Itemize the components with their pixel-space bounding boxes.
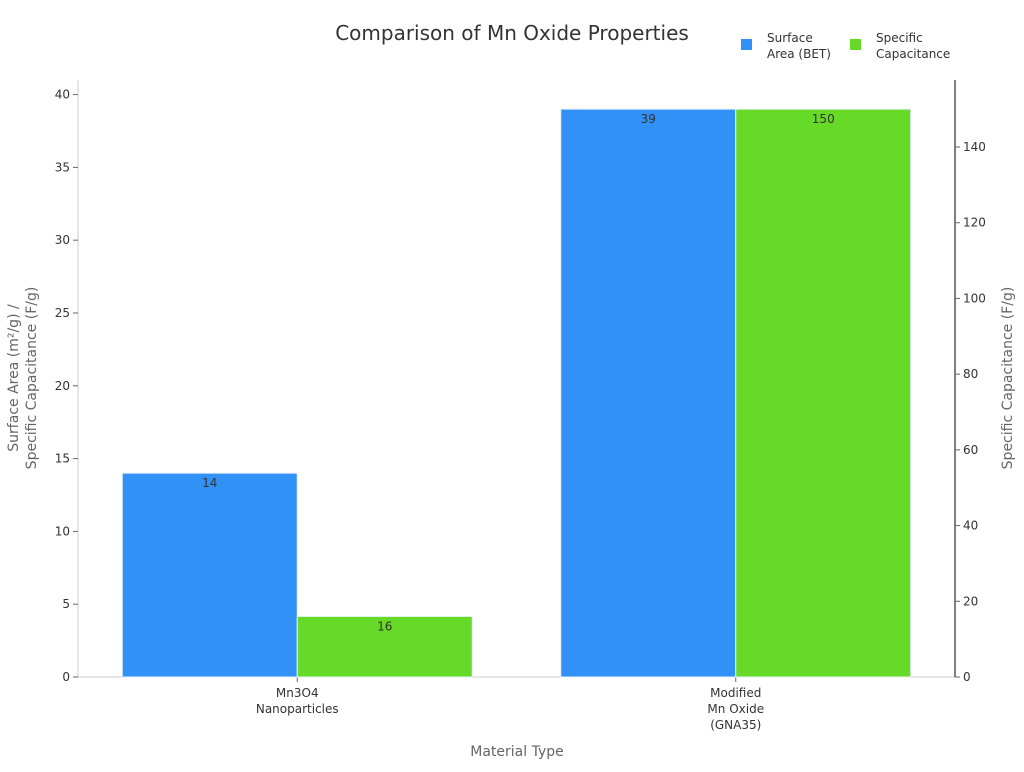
right-tick-label: 0: [963, 670, 971, 684]
right-axis-label: Specific Capacitance (F/g): [1000, 287, 1016, 470]
left-tick-label: 20: [55, 379, 70, 393]
bar-surface-area: [121, 472, 298, 678]
left-tick-label: 5: [62, 597, 70, 611]
right-tick-label: 40: [963, 519, 978, 533]
right-tick-label: 60: [963, 443, 978, 457]
right-tick-label: 20: [963, 594, 978, 608]
left-tick-label: 0: [62, 670, 70, 684]
left-tick-label: 25: [55, 306, 70, 320]
legend-label: Surface: [767, 31, 813, 45]
left-axis-label: Specific Capacitance (F/g): [24, 287, 40, 470]
right-tick-label: 140: [963, 140, 986, 154]
x-tick-label: Mn3O4: [276, 686, 319, 700]
bar-data-label: 39: [641, 112, 656, 126]
legend-swatch: [741, 39, 752, 50]
legend-swatch: [850, 39, 861, 50]
x-tick-label: Mn Oxide: [707, 702, 764, 716]
bar-specific-capacitance: [296, 615, 473, 678]
bar-surface-area: [560, 108, 737, 678]
bar-data-label: 150: [812, 112, 835, 126]
x-tick-label: Nanoparticles: [256, 702, 339, 716]
left-tick-label: 40: [55, 88, 70, 102]
right-tick-label: 120: [963, 216, 986, 230]
x-tick-label: Modified: [710, 686, 761, 700]
legend-label: Capacitance: [876, 47, 950, 61]
left-tick-label: 10: [55, 524, 70, 538]
legend-label: Specific: [876, 31, 923, 45]
bar-specific-capacitance: [735, 108, 912, 678]
right-tick-label: 80: [963, 367, 978, 381]
chart-title: Comparison of Mn Oxide Properties: [335, 21, 689, 45]
left-tick-label: 30: [55, 233, 70, 247]
x-tick-label: (GNA35): [710, 718, 761, 732]
left-tick-label: 15: [55, 452, 70, 466]
bar-data-label: 14: [202, 476, 217, 490]
legend-label: Area (BET): [767, 47, 831, 61]
left-axis-label: Surface Area (m²/g) /: [6, 304, 22, 452]
right-tick-label: 100: [963, 291, 986, 305]
x-axis-label: Material Type: [470, 744, 563, 760]
bar-data-label: 16: [377, 619, 392, 633]
left-tick-label: 35: [55, 160, 70, 174]
